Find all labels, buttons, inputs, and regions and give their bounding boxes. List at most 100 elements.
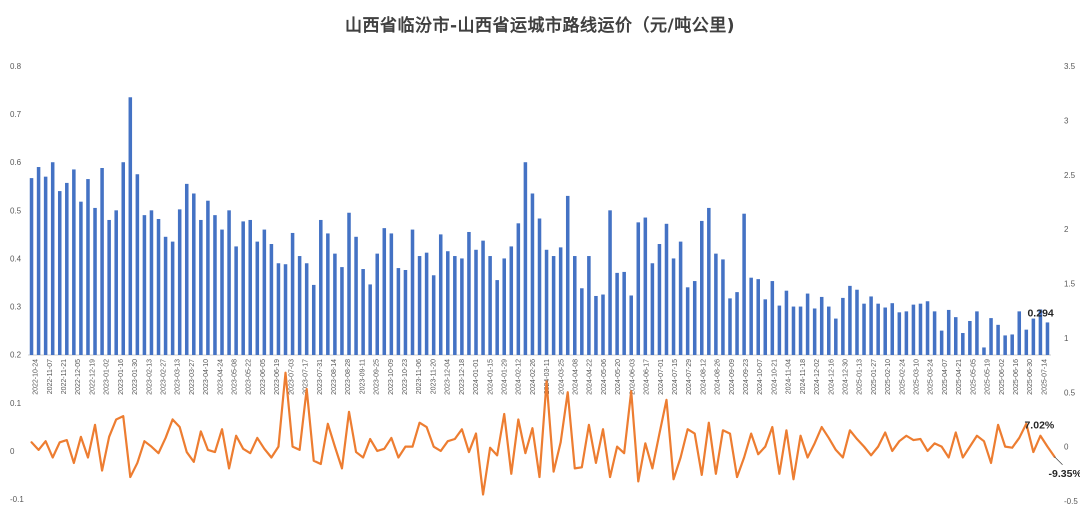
bar-mark [290,232,295,355]
x-tick-label: 2024-07-01 [658,359,665,395]
x-tick-label: 2023-02-27 [160,359,167,395]
x-tick-label: 2023-07-03 [288,359,295,395]
line-point [750,432,752,435]
bar-mark [530,193,535,355]
bar-mark [311,284,316,355]
left-axis-tick-label: 0.4 [10,254,22,263]
line-point [143,440,146,442]
x-tick-label: 2025-05-05 [970,359,977,395]
line-point [658,432,661,435]
bar-mark [537,218,542,355]
left-axis-tick-label: 0.5 [10,206,22,215]
x-tick-label: 2023-10-09 [388,359,395,395]
bar-mark [608,210,612,355]
bar-mark [516,223,521,355]
line-point [799,435,802,437]
x-tick-label: 2024-09-09 [729,359,736,395]
bar-mark [156,218,161,355]
line-point [616,446,618,448]
right-axis-tick-label: 1 [1064,334,1069,343]
line-point [73,462,75,464]
line-point [651,467,653,469]
line-point [200,430,202,432]
bar-mark [495,280,499,355]
bar-mark [841,297,845,355]
x-tick-label: 2023-07-17 [303,359,310,395]
line-point [475,432,477,435]
line-point [941,446,943,448]
line-point [94,424,96,426]
x-tick-label: 2025-03-10 [914,359,921,395]
line-point [1011,447,1013,449]
line-point [235,435,237,437]
bar-mark [848,285,852,355]
line-point [757,453,759,455]
bar-mark [551,256,556,355]
x-tick-label: 2023-01-30 [132,359,139,395]
line-point [115,418,117,421]
x-tick-label: 2023-09-11 [359,359,366,394]
x-tick-label: 2024-10-21 [771,359,778,395]
bar-mark [812,308,817,355]
right-axis-tick-label: 3 [1064,116,1069,125]
bar-mark [855,289,859,355]
x-tick-label: 2024-05-20 [615,359,622,395]
x-tick-label: 2024-09-23 [743,359,750,395]
line-point [30,441,33,443]
line-point [503,413,505,415]
line-point [334,446,336,448]
line-point [299,449,301,451]
data-label: 7.02% [1024,420,1054,432]
bar-mark [622,271,626,355]
line-point [207,449,209,451]
x-tick-label: 2023-11-20 [430,359,437,394]
bar-mark [791,306,796,355]
bar-mark [467,231,471,355]
line-point [242,448,244,450]
line-point [383,448,385,450]
x-tick-label: 2024-12-30 [842,359,849,395]
annotation-leader [1054,456,1063,466]
line-point [898,440,900,442]
bar-mark [650,263,655,355]
line-point [581,466,583,468]
x-tick-label: 2025-06-16 [1013,359,1020,395]
line-point [468,451,470,453]
line-point [172,418,174,421]
bar-mark [932,311,937,355]
line-point [665,399,668,401]
bar-mark [742,213,746,355]
line-point [623,452,625,454]
line-point [785,429,788,431]
line-point [306,388,308,390]
line-point [461,428,463,430]
line-point [870,454,872,456]
x-tick-label: 2024-04-08 [573,359,580,395]
line-point [701,474,703,476]
x-tick-label: 2023-12-04 [445,359,452,395]
line-point [842,456,844,459]
line-point [729,432,731,435]
bar-mark [340,267,344,355]
x-tick-label: 2024-08-12 [700,359,707,395]
line-point [1032,451,1034,453]
bar-mark [100,168,104,355]
bar-mark [714,253,718,355]
line-point [863,446,865,448]
line-point [59,441,61,443]
line-point [926,450,929,452]
x-tick-label: 2024-04-22 [587,359,594,395]
x-tick-label: 2025-01-27 [871,359,878,395]
bar-mark [982,347,986,355]
line-point [835,449,837,451]
bar-mark [488,256,492,355]
bar-mark [79,201,83,355]
line-point [694,432,696,435]
line-point [680,456,682,459]
bar-mark [361,269,365,355]
line-point [426,426,428,428]
line-point [221,428,223,430]
x-tick-label: 2024-06-03 [629,359,636,395]
bar-mark [777,305,782,355]
line-point [602,428,604,430]
